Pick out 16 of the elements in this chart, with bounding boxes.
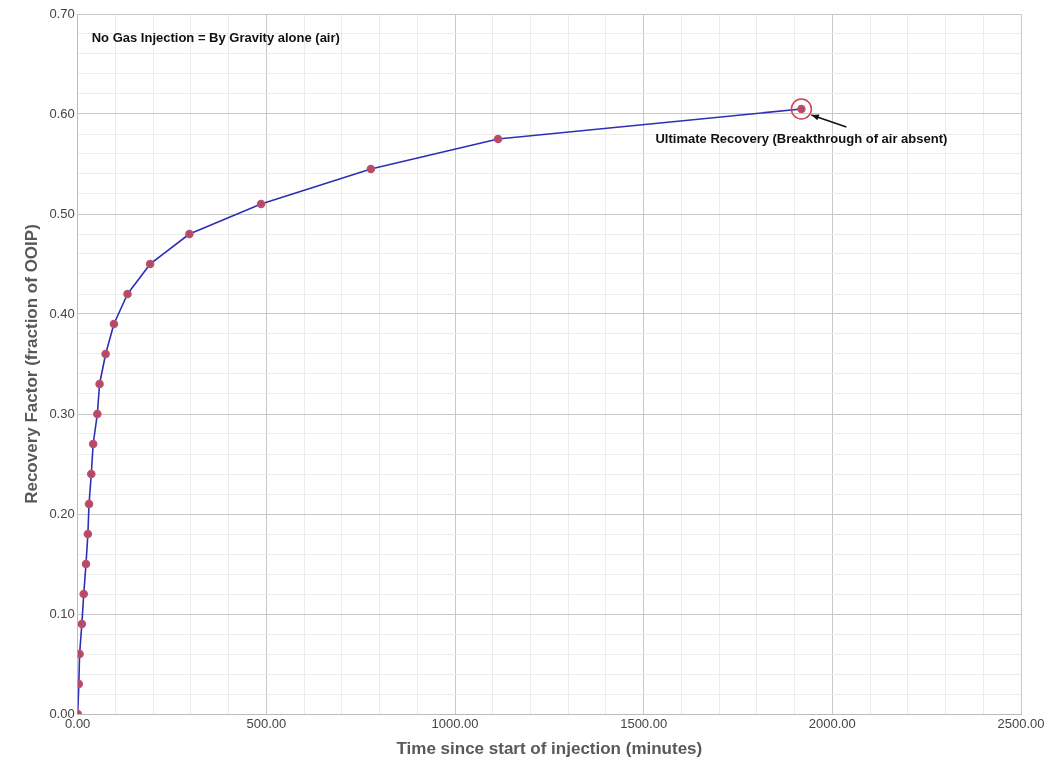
x-tick-label: 2000.00 xyxy=(808,716,856,732)
y-tick-label: 0.50 xyxy=(49,205,75,221)
y-axis-title: Recovery Factor (fraction of OOIP) xyxy=(21,224,41,504)
x-axis-title: Time since start of injection (minutes) xyxy=(396,739,703,759)
x-tick-label: 1500.00 xyxy=(620,716,668,732)
y-tick-label: 0.30 xyxy=(49,405,75,421)
annotation: No Gas Injection = By Gravity alone (air) xyxy=(91,29,340,45)
y-tick-label: 0.60 xyxy=(49,105,75,121)
x-tick-label: 500.00 xyxy=(246,716,287,732)
x-tick-label: 2500.00 xyxy=(997,716,1045,732)
y-tick-label: 0.70 xyxy=(49,5,75,21)
y-tick-label: 0.20 xyxy=(49,505,75,521)
x-tick-label: 1000.00 xyxy=(431,716,479,732)
y-tick-label: 0.40 xyxy=(49,305,75,321)
y-tick-label: 0.10 xyxy=(49,605,75,621)
annotation: Ultimate Recovery (Breakthrough of air absent) xyxy=(655,130,948,146)
